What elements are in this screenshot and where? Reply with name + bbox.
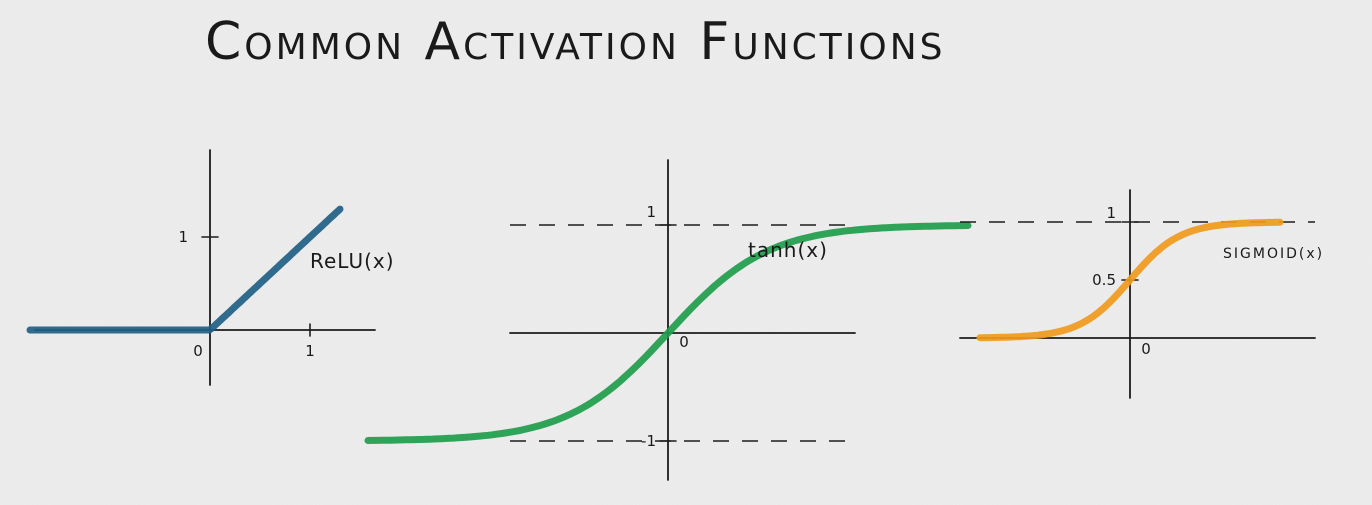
x-tick-label: 0 (1141, 340, 1151, 358)
sigmoid-curve (976, 218, 1284, 342)
chart-title: Common Activation Functions (205, 12, 946, 72)
y-tick-label: 1 (1106, 204, 1116, 222)
relu-curve (26, 205, 344, 334)
y-tick-label: 0.5 (1092, 271, 1116, 289)
tanh-panel: 0 1 -1 tanh(x) (364, 159, 972, 481)
x-tick-label: 1 (305, 342, 315, 360)
relu-panel: 0 1 1 ReLU(x) (26, 149, 395, 386)
y-tick-label: -1 (641, 432, 656, 450)
series-label: tanh(x) (748, 238, 828, 262)
sigmoid-panel: 0 0.5 1 SIGMOID(x) (959, 189, 1324, 399)
y-tick-label: 1 (178, 228, 188, 246)
series-label: ReLU(x) (310, 249, 395, 273)
x-tick-label: 0 (679, 333, 689, 351)
series-label: SIGMOID(x) (1223, 246, 1324, 262)
tanh-curve (364, 222, 972, 444)
y-tick-label: 1 (646, 203, 656, 221)
x-tick-label: 0 (193, 342, 203, 360)
